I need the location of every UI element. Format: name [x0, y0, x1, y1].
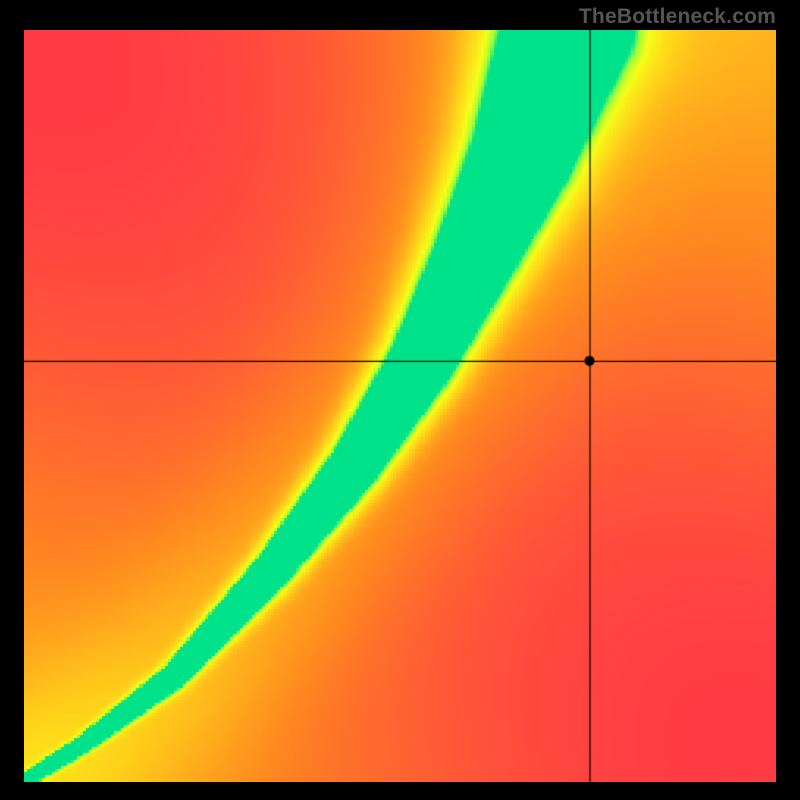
watermark-label: TheBottleneck.com	[579, 5, 776, 29]
heatmap-canvas	[24, 30, 776, 782]
heatmap-plot	[24, 30, 776, 782]
chart-frame: TheBottleneck.com	[0, 0, 800, 800]
